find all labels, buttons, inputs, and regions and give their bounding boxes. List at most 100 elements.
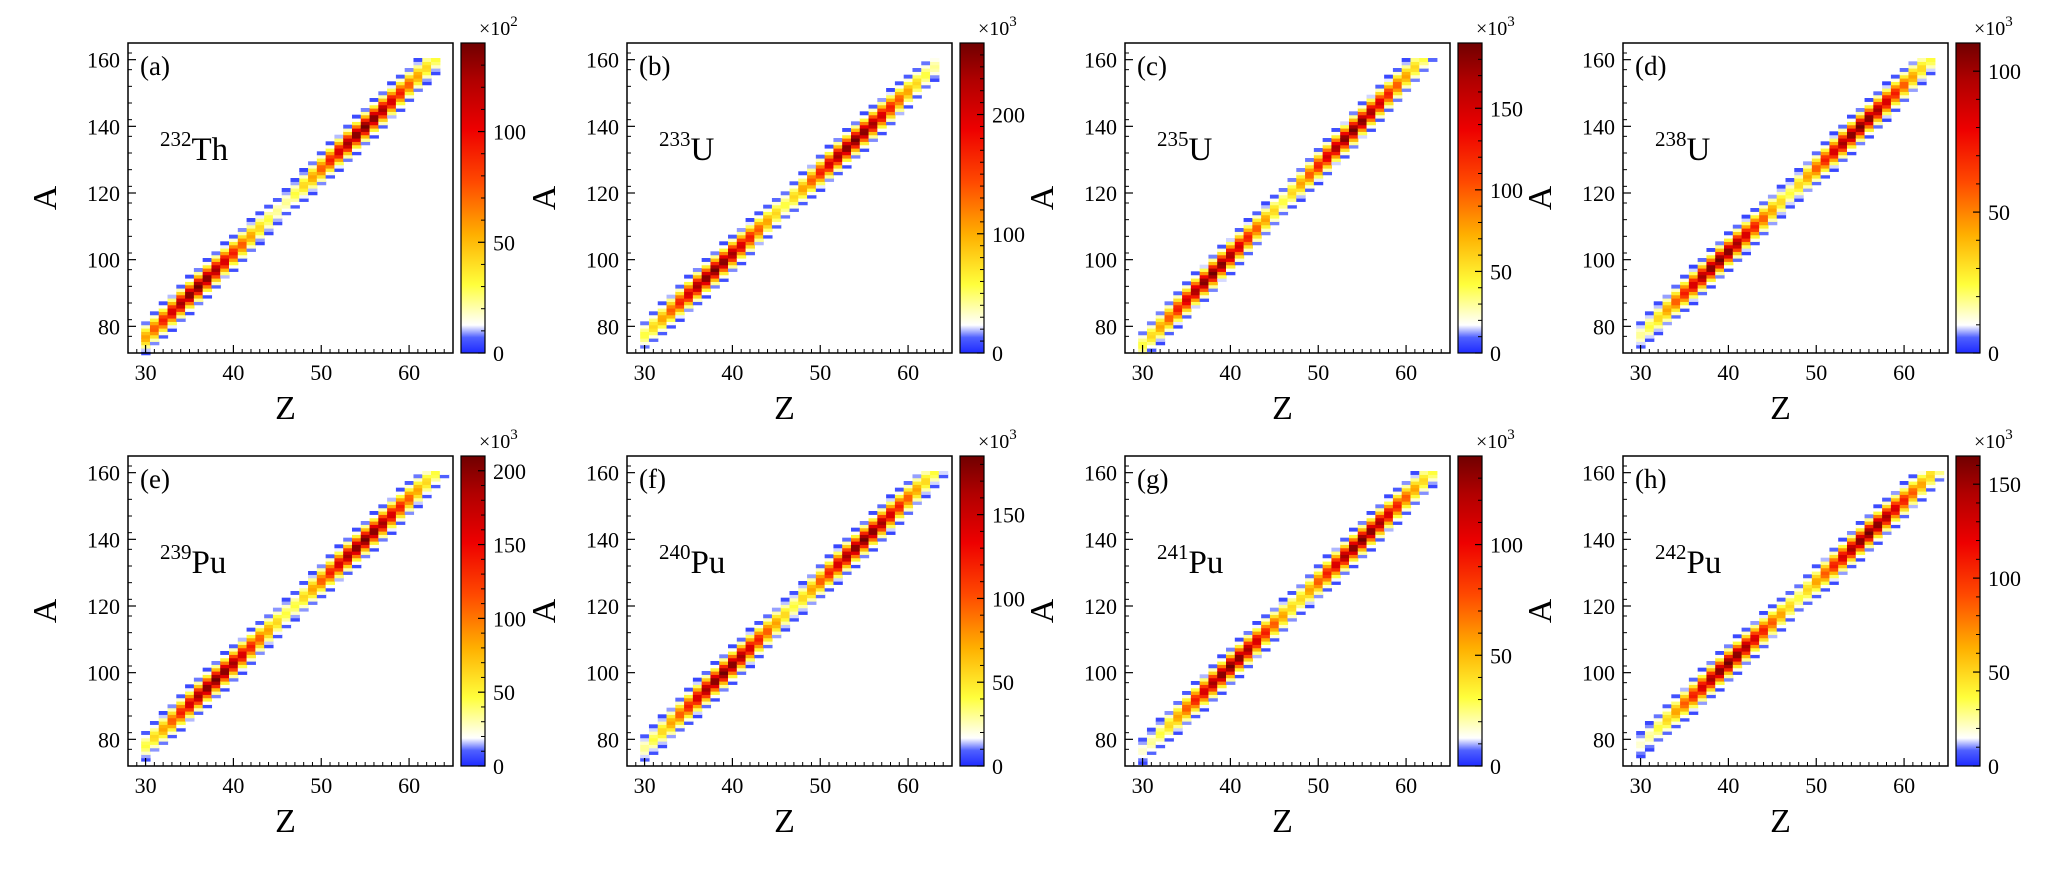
- heatmap-cell: [921, 494, 931, 499]
- heatmap-cell: [1759, 621, 1769, 625]
- heatmap-cell: [316, 158, 327, 162]
- heatmap-cell: [220, 261, 230, 266]
- heatmap-cell: [1313, 567, 1324, 572]
- colorbar-tick-label: 100: [1988, 566, 2021, 591]
- y-tick-label: 80: [1593, 314, 1615, 339]
- heatmap-cell: [710, 254, 720, 259]
- heatmap-cell: [1384, 108, 1394, 112]
- heatmap-cell: [431, 471, 441, 475]
- heatmap-cell: [1908, 477, 1918, 482]
- heatmap-cell: [842, 138, 852, 142]
- heatmap-cell: [1199, 704, 1210, 709]
- heatmap-cell: [351, 547, 362, 552]
- heatmap-cell: [1146, 747, 1157, 752]
- panel-label: (a): [140, 51, 170, 81]
- heatmap-cell: [1855, 547, 1866, 552]
- heatmap-cell: [1838, 557, 1848, 562]
- heatmap-cell: [369, 128, 379, 132]
- colorbar-multiplier-base: ×10: [978, 431, 1009, 453]
- heatmap-cell: [1366, 101, 1376, 106]
- heatmap-cell: [886, 507, 896, 512]
- heatmap-cell: [343, 547, 353, 552]
- heatmap-cell: [413, 71, 423, 76]
- heatmap-cell: [395, 511, 406, 515]
- heatmap-cell: [1715, 667, 1725, 672]
- colorbar-tick-label: 200: [493, 459, 526, 484]
- heatmap-cell: [1305, 594, 1315, 599]
- heatmap-cell: [1278, 198, 1289, 202]
- heatmap-cell: [1794, 184, 1804, 189]
- heatmap-cell: [1767, 198, 1778, 202]
- heatmap-cell: [1882, 108, 1892, 112]
- heatmap-cell: [1173, 321, 1183, 326]
- heatmap-cell: [246, 657, 256, 662]
- heatmap-cell: [1873, 537, 1883, 542]
- heatmap-cell: [1794, 174, 1804, 179]
- heatmap-cell: [325, 577, 336, 582]
- heatmap-cell: [903, 81, 914, 86]
- heatmap-cell: [281, 617, 292, 622]
- heatmap-cell: [351, 544, 362, 549]
- heatmap-cell: [1873, 521, 1883, 525]
- heatmap-cell: [798, 587, 808, 592]
- heatmap-cell: [1741, 234, 1751, 239]
- heatmap-cell: [1882, 84, 1892, 89]
- heatmap-cell: [850, 561, 861, 565]
- heatmap-cell: [1331, 158, 1341, 162]
- heatmap-cell: [1296, 188, 1306, 192]
- heatmap-cell: [272, 607, 283, 612]
- heatmap-cell: [1671, 714, 1681, 719]
- heatmap-cell: [1811, 154, 1822, 159]
- heatmap-cell: [281, 614, 292, 619]
- heatmap-cell: [246, 631, 256, 635]
- heatmap-cell: [202, 264, 213, 269]
- heatmap-cell: [1305, 604, 1315, 609]
- heatmap-cell: [1732, 661, 1743, 665]
- heatmap-cell: [754, 651, 764, 655]
- isotope-label: 242Pu: [1655, 540, 1721, 581]
- heatmap-cell: [1392, 94, 1403, 99]
- heatmap-cell: [387, 521, 397, 525]
- heatmap-cell: [1811, 567, 1822, 572]
- heatmap-cell: [431, 68, 441, 72]
- heatmap-cell: [202, 271, 213, 276]
- heatmap-cell: [1890, 81, 1901, 86]
- heatmap-cell: [325, 561, 336, 565]
- heatmap-cell: [1392, 504, 1403, 509]
- heatmap-cell: [378, 114, 388, 119]
- heatmap-cell: [387, 531, 397, 535]
- heatmap-cell: [404, 81, 415, 86]
- heatmap-cell: [1846, 544, 1857, 549]
- heatmap-cell: [1296, 181, 1306, 186]
- heatmap-cell: [1366, 514, 1376, 519]
- heatmap-cell: [1926, 471, 1936, 475]
- heatmap-cell: [692, 298, 703, 302]
- heatmap-cell: [1392, 71, 1403, 76]
- heatmap-cell: [877, 118, 887, 122]
- heatmap-cell: [1384, 501, 1394, 505]
- heatmap-cell: [1384, 497, 1394, 502]
- heatmap-cell: [1226, 241, 1236, 246]
- heatmap-cell: [710, 261, 720, 266]
- heatmap-cell: [369, 527, 379, 532]
- heatmap-cell: [158, 734, 169, 739]
- heatmap-cell: [237, 231, 248, 236]
- heatmap-cell: [842, 557, 852, 562]
- heatmap-cell: [1419, 477, 1429, 482]
- heatmap-cell: [1803, 584, 1813, 589]
- heatmap-cell: [1375, 84, 1385, 89]
- heatmap-cell: [308, 577, 318, 582]
- heatmap-cell: [798, 198, 808, 202]
- heatmap-cells: [141, 471, 450, 762]
- heatmap-cell: [868, 138, 878, 142]
- heatmap-cell: [1820, 144, 1831, 149]
- heatmap-cell: [789, 184, 799, 189]
- heatmap-cell: [1164, 331, 1174, 336]
- heatmap-cell: [1348, 541, 1359, 545]
- heatmap-cell: [886, 504, 896, 509]
- colorbar-gradient: [959, 455, 985, 767]
- heatmap-cell: [351, 554, 362, 559]
- heatmap-cell: [833, 171, 843, 176]
- heatmap-cell: [1208, 274, 1218, 279]
- heatmap-cell: [422, 64, 432, 69]
